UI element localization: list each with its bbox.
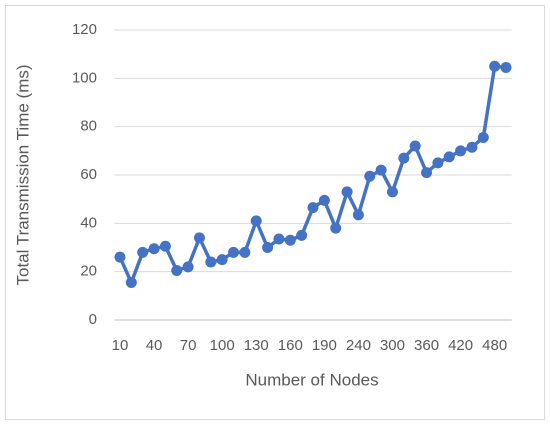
- data-point: [137, 246, 149, 258]
- x-tick-label: 130: [244, 337, 269, 354]
- data-point: [352, 209, 364, 221]
- data-point: [489, 60, 501, 72]
- data-point: [171, 264, 183, 276]
- x-tick-label: 300: [380, 337, 405, 354]
- data-point: [398, 152, 410, 164]
- x-tick-label: 360: [414, 337, 439, 354]
- data-point: [443, 151, 455, 163]
- data-point: [296, 229, 308, 241]
- y-axis-title: Total Transmission Time (ms): [13, 64, 32, 285]
- data-point: [239, 246, 251, 258]
- data-point: [386, 186, 398, 198]
- y-tick-label: 0: [89, 311, 97, 328]
- data-point: [341, 186, 353, 198]
- data-point: [262, 242, 274, 253]
- x-tick-label: 240: [346, 337, 371, 354]
- data-point: [432, 157, 444, 169]
- data-point: [182, 261, 194, 273]
- x-tick-label: 10: [112, 337, 129, 354]
- x-axis-title: Number of Nodes: [245, 370, 378, 389]
- y-tick-label: 120: [72, 21, 97, 38]
- x-tick-label: 420: [448, 337, 473, 354]
- data-point: [273, 233, 285, 245]
- data-point: [148, 243, 160, 255]
- x-tick-label: 480: [482, 337, 507, 354]
- y-tick-label: 60: [80, 166, 97, 183]
- x-tick-label: 100: [210, 337, 235, 354]
- data-point: [193, 232, 205, 244]
- y-tick-label: 80: [80, 118, 97, 135]
- data-point: [216, 254, 228, 266]
- y-tick-label: 100: [72, 69, 97, 86]
- data-point: [375, 164, 387, 176]
- y-tick-label: 20: [80, 263, 97, 280]
- data-point: [409, 140, 421, 152]
- data-point: [307, 202, 319, 214]
- chart-border: [5, 5, 545, 420]
- data-point: [159, 240, 171, 252]
- data-point: [364, 170, 376, 182]
- data-point: [284, 234, 296, 246]
- data-point: [228, 246, 240, 258]
- x-tick-label: 190: [312, 337, 337, 354]
- data-point: [455, 145, 467, 157]
- data-point: [421, 167, 433, 179]
- data-point: [477, 132, 489, 144]
- data-point: [125, 277, 137, 289]
- y-tick-label: 40: [80, 214, 97, 231]
- data-point: [250, 215, 262, 227]
- x-tick-label: 70: [180, 337, 197, 354]
- x-tick-label: 40: [146, 337, 163, 354]
- data-point: [466, 141, 478, 153]
- data-point: [330, 222, 342, 234]
- data-point: [500, 61, 512, 73]
- data-point: [205, 256, 217, 268]
- x-tick-label: 160: [278, 337, 303, 354]
- data-point: [318, 194, 330, 206]
- data-point: [114, 251, 126, 263]
